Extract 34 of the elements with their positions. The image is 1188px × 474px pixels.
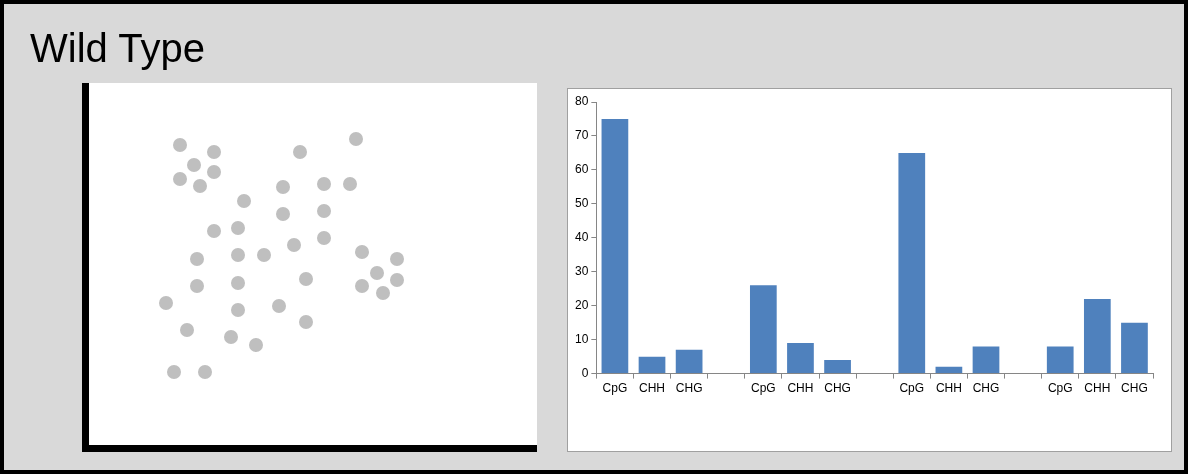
x-tick-label: CpG	[751, 381, 776, 396]
bar	[1083, 298, 1111, 374]
y-tick-label: 70	[574, 128, 589, 143]
y-tick-label: 30	[574, 264, 589, 279]
y-tick-label: 10	[574, 331, 589, 346]
bar	[749, 285, 777, 374]
bar	[787, 343, 814, 374]
x-tick-label: CHH	[639, 381, 666, 396]
bar	[601, 118, 629, 374]
x-tick-label: CHG	[1121, 381, 1148, 396]
y-tick-label: 0	[581, 365, 589, 380]
bar	[675, 349, 703, 374]
x-tick-label: CHH	[1084, 381, 1111, 396]
x-tick-label: CpG	[602, 381, 628, 396]
y-tick-label: 60	[574, 162, 589, 177]
text: Wild Type	[30, 26, 205, 71]
bar	[898, 152, 926, 374]
bar	[1121, 322, 1148, 374]
y-tick-label: 20	[574, 298, 589, 313]
bar	[638, 356, 666, 374]
y-tick-label: 80	[574, 94, 589, 109]
bar	[1046, 346, 1074, 374]
bar	[972, 346, 1000, 374]
y-tick-label: 40	[574, 230, 589, 245]
bar	[935, 366, 963, 374]
x-tick-label: CpG	[899, 381, 925, 396]
x-tick-label: CHG	[675, 381, 703, 396]
y-tick-label: 50	[574, 196, 589, 211]
x-tick-label: CpG	[1047, 381, 1073, 396]
bar	[824, 360, 851, 374]
x-tick-label: CHG	[824, 381, 851, 396]
x-tick-label: CHH	[935, 381, 962, 396]
x-tick-label: CHH	[787, 381, 814, 396]
x-tick-label: CHG	[972, 381, 1000, 396]
